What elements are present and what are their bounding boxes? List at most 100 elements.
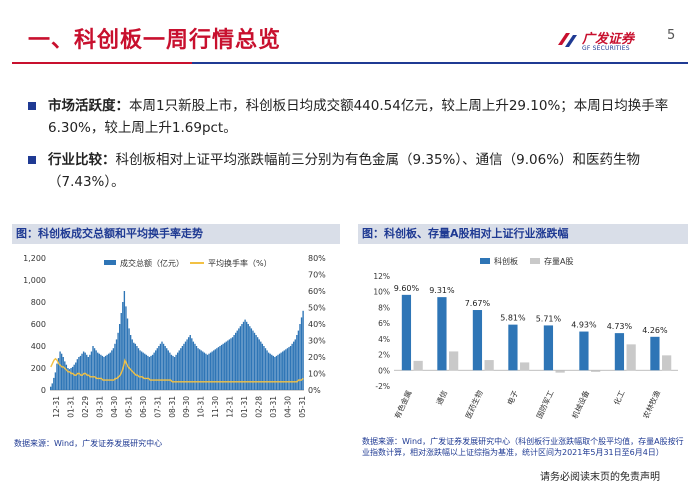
volume-bar — [133, 342, 135, 390]
bullet-square-icon — [28, 156, 36, 164]
volume-bar — [189, 335, 191, 390]
volume-bar — [269, 353, 271, 390]
volume-bar — [280, 352, 282, 390]
volume-bar — [126, 318, 129, 390]
volume-bar — [145, 354, 148, 390]
volume-bar — [261, 343, 264, 390]
volume-bar — [54, 372, 57, 390]
volume-bar — [103, 357, 105, 390]
volume-bar — [128, 328, 130, 390]
data-label: 5.71% — [536, 314, 562, 323]
volume-bar — [291, 343, 293, 390]
volume-bar — [300, 317, 303, 390]
volume-bar — [286, 348, 289, 390]
bar-ashare — [484, 360, 494, 371]
volume-bar — [238, 328, 240, 390]
x-tick-label: 05-31 — [298, 396, 307, 418]
volume-bar — [56, 363, 58, 390]
volume-bar — [123, 291, 126, 390]
bullet-text: 科创板相对上证平均涨跌幅前三分别为有色金属（9.35%）、通信（9.06%）和医… — [48, 152, 641, 190]
volume-bar — [137, 348, 140, 390]
volume-bar — [172, 355, 174, 390]
volume-bar — [166, 348, 168, 390]
volume-bar — [82, 351, 85, 390]
volume-bar — [131, 339, 133, 390]
volume-bar — [236, 330, 238, 390]
volume-bar — [293, 341, 295, 390]
volume-bar — [112, 348, 115, 390]
y-tick-label: -2% — [375, 382, 390, 391]
volume-bar — [263, 346, 265, 390]
volume-bar — [186, 339, 188, 390]
category-label: 化工 — [611, 388, 627, 406]
volume-bar — [167, 350, 169, 390]
bar-kechuang — [437, 297, 447, 371]
volume-bar — [134, 343, 137, 390]
volume-bar — [53, 377, 55, 390]
volume-bar — [115, 339, 118, 390]
volume-bar — [278, 353, 281, 390]
volume-bar — [209, 352, 212, 390]
volume-bar — [79, 355, 82, 390]
volume-bar — [224, 342, 226, 390]
volume-bar — [258, 339, 260, 390]
volume-bar — [62, 357, 64, 390]
right-chart-source: 数据来源：Wind，广发证券发展研究中心（科创板行业涨跌幅取个股平均值，存量A股… — [362, 437, 684, 457]
volume-bar — [191, 338, 193, 390]
volume-bar — [159, 343, 162, 390]
bullet-text: 本周1只新股上市，科创板日均成交额440.54亿元，较上周上升29.10%；本周… — [48, 98, 669, 136]
volume-bar — [177, 352, 179, 390]
turnover-line — [50, 357, 304, 383]
volume-bar — [117, 332, 119, 390]
x-tick-label: 02-28 — [255, 396, 264, 418]
volume-bar — [267, 352, 270, 390]
volume-bar — [140, 351, 143, 390]
bar-ashare — [626, 344, 636, 371]
bar-ashare — [413, 360, 423, 371]
volume-bar — [120, 313, 122, 390]
volume-bar — [114, 343, 116, 390]
category-label: 有色金属 — [392, 389, 414, 420]
x-tick-label: 03-31 — [95, 396, 104, 418]
volume-bar — [206, 354, 209, 390]
y-right-tick-label: 60% — [308, 287, 326, 296]
y-right-tick-label: 30% — [308, 337, 326, 346]
volume-bar — [247, 324, 249, 390]
volume-bar — [86, 354, 88, 390]
y-left-tick-label: 800 — [31, 298, 46, 307]
left-chart-title: 图：科创板成交总额和平均换手率走势 — [12, 224, 340, 244]
x-tick-label: 03-31 — [269, 396, 278, 418]
category-label: 通信 — [434, 388, 450, 406]
y-right-tick-label: 40% — [308, 320, 326, 329]
volume-bar — [282, 351, 284, 390]
volume-bar — [129, 335, 132, 390]
volume-bar — [195, 346, 198, 390]
x-tick-label: 12-31 — [226, 396, 235, 418]
volume-bar — [98, 353, 100, 390]
volume-bar — [183, 343, 185, 390]
right-chart-title: 图：科创板、存量A股相对上证行业涨跌幅 — [358, 224, 688, 244]
title-divider-accent — [12, 62, 192, 64]
legend-label-kechuang: 科创板 — [494, 256, 518, 266]
volume-bar — [277, 354, 279, 390]
volume-bar — [65, 364, 68, 390]
legend-label-volume: 成交总额（亿元） — [120, 258, 184, 268]
data-label: 9.60% — [394, 284, 420, 293]
x-tick-label: 11-30 — [211, 396, 220, 418]
volume-bar — [249, 326, 251, 390]
volume-bar — [198, 349, 201, 390]
logo-text-cn: 广发证券 — [582, 32, 635, 47]
left-chart-source: 数据来源：Wind，广发证券发展研究中心 — [14, 439, 163, 448]
volume-bar — [70, 368, 72, 390]
x-tick-label: 01-31 — [66, 396, 75, 418]
volume-bar — [147, 355, 149, 390]
company-logo: 广发证券 GF SECURITIES — [556, 28, 648, 56]
bullet-industry-compare: 行业比较：科创板相对上证平均涨跌幅前三分别为有色金属（9.35%）、通信（9.0… — [28, 149, 678, 193]
volume-bar — [213, 350, 215, 390]
data-label: 4.26% — [642, 326, 668, 335]
volume-bar — [294, 339, 296, 390]
volume-bar — [89, 354, 91, 390]
x-tick-label: 12-31 — [52, 396, 61, 418]
y-tick-label: 0% — [378, 366, 390, 375]
volume-bar — [111, 350, 113, 390]
